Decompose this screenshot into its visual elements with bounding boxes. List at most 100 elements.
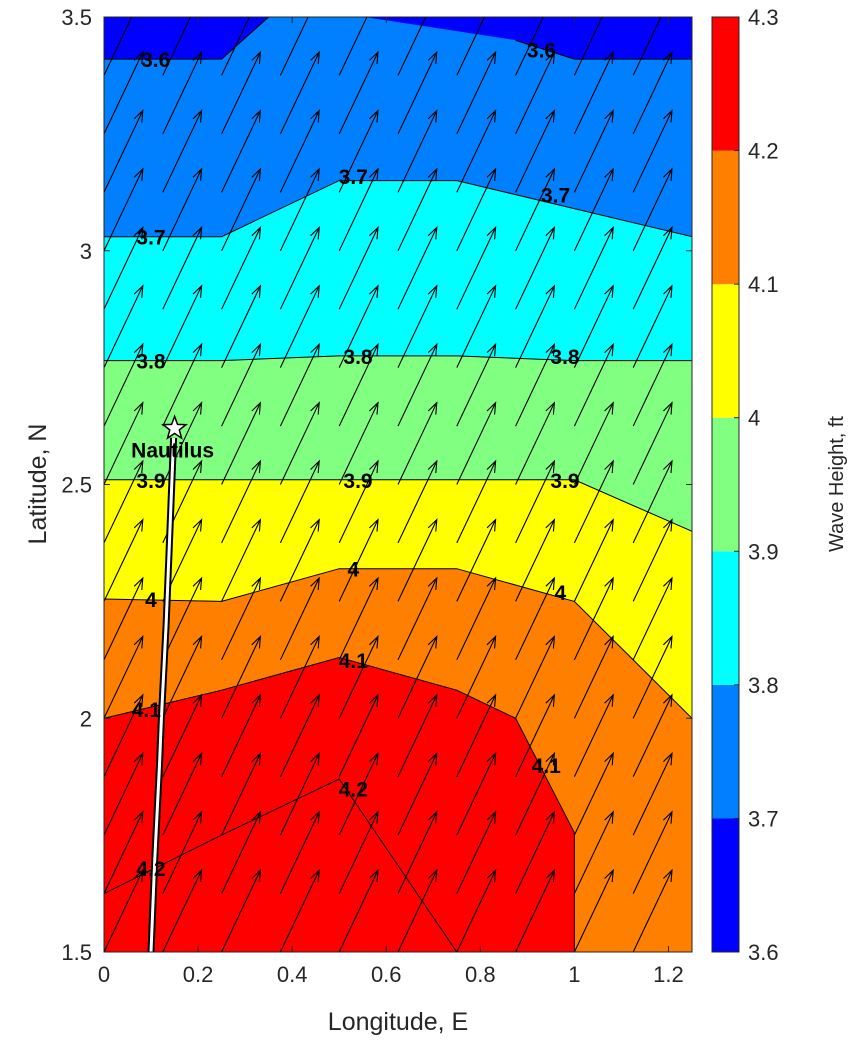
- contour-label: 3.7: [541, 185, 570, 208]
- wind-arrow: [397, 109, 438, 193]
- wind-arrow: [279, 518, 320, 602]
- wind-arrow: [221, 459, 262, 544]
- wind-arrow: [515, 225, 556, 310]
- wind-arrow: [338, 284, 379, 368]
- wind-arrow: [397, 17, 427, 76]
- wind-arrow: [279, 810, 320, 894]
- wind-arrow: [515, 401, 556, 485]
- wind-arrow: [279, 576, 320, 661]
- wind-arrow: [397, 167, 438, 252]
- wind-arrow: [162, 109, 203, 193]
- wind-arrow: [397, 284, 438, 368]
- wind-arrow: [279, 50, 320, 135]
- wind-arrow: [632, 459, 673, 544]
- wind-arrow: [397, 634, 438, 719]
- wind-arrow: [515, 167, 556, 252]
- colorbar-tick-label: 3.8: [748, 673, 779, 698]
- wind-arrow: [104, 751, 144, 836]
- wind-arrow: [338, 576, 379, 661]
- contour-label: 4.1: [132, 699, 162, 722]
- wind-arrow: [456, 693, 497, 777]
- wind-arrow: [104, 17, 133, 76]
- wind-arrow: [104, 342, 144, 427]
- wind-arrow: [456, 284, 497, 368]
- ship-track: [147, 414, 189, 952]
- wind-arrow: [456, 109, 497, 193]
- wind-arrow: [104, 284, 144, 368]
- y-tick-label: 1.5: [61, 940, 92, 965]
- wind-arrow: [573, 634, 614, 719]
- wind-arrow: [279, 284, 320, 368]
- wind-arrow: [456, 50, 497, 135]
- wind-arrow: [397, 225, 438, 310]
- wind-arrow: [338, 225, 379, 310]
- wind-arrow: [338, 810, 379, 894]
- wind-arrow: [221, 401, 262, 485]
- colorbar-tick-label: 4.2: [748, 139, 779, 164]
- colorbar-segment: [712, 684, 739, 819]
- wind-arrow: [573, 810, 614, 894]
- wind-arrow: [456, 342, 497, 427]
- contour-line: [104, 479, 692, 532]
- wind-arrow: [338, 109, 379, 193]
- colorbar-segment: [712, 284, 739, 418]
- wind-arrow: [162, 868, 203, 952]
- wind-arrow: [104, 868, 144, 952]
- wind-arrow: [338, 17, 368, 76]
- contour-label: 3.9: [136, 470, 165, 493]
- wind-arrow: [221, 109, 262, 193]
- x-tick-label: 0.6: [371, 962, 402, 987]
- wind-arrow: [104, 459, 144, 544]
- wind-arrow: [162, 751, 203, 836]
- colorbar-tick-label: 3.9: [748, 539, 779, 564]
- wind-arrow: [397, 868, 438, 952]
- wind-arrow: [573, 50, 614, 135]
- wind-arrow: [573, 401, 614, 485]
- contour-label: 3.8: [550, 346, 580, 369]
- colorbar-tick-label: 4.3: [748, 5, 779, 30]
- wind-arrow: [515, 518, 556, 602]
- contour-label: 3.9: [343, 470, 372, 493]
- wind-arrow: [221, 868, 262, 952]
- contour-label: 3.6: [527, 40, 556, 63]
- wind-arrow: [632, 401, 673, 485]
- wind-arrow: [632, 751, 673, 836]
- wind-arrow: [162, 634, 203, 719]
- x-ticks: 0 0.2 0.4 0.6 0.8 1 1.2: [98, 17, 684, 987]
- contour-lines: [104, 17, 692, 952]
- wind-arrow: [338, 342, 379, 427]
- colorbar-tick-label: 4.1: [748, 272, 779, 297]
- wind-arrow: [515, 576, 556, 661]
- wind-arrow: [221, 225, 262, 310]
- wind-arrow: [515, 751, 556, 836]
- wind-arrow: [279, 401, 320, 485]
- x-tick-label: 0.8: [465, 962, 496, 987]
- wind-arrow: [456, 518, 497, 602]
- wind-arrow: [632, 518, 673, 602]
- wind-arrow: [162, 50, 203, 135]
- wind-arrow: [104, 693, 144, 777]
- colorbar-frame: [711, 16, 740, 953]
- wind-arrow: [279, 693, 320, 777]
- wind-arrow: [456, 810, 497, 894]
- contour-label: 3.8: [136, 351, 166, 374]
- wind-arrow: [338, 401, 379, 485]
- y-tick-label: 3.5: [61, 5, 92, 30]
- wind-arrow: [221, 518, 262, 602]
- wind-arrow: [515, 284, 556, 368]
- contour-label: 3.7: [339, 166, 368, 189]
- wind-arrow: [632, 225, 673, 310]
- x-tick-label: 1: [568, 962, 580, 987]
- wind-arrow: [515, 634, 556, 719]
- ship-star-marker: [161, 414, 189, 440]
- colorbar-segment: [712, 551, 739, 685]
- colorbar-segment: [712, 417, 739, 552]
- wind-arrow: [456, 459, 497, 544]
- wind-arrow: [279, 17, 309, 76]
- wind-arrow: [221, 17, 250, 76]
- contour-label: 3.9: [550, 470, 579, 493]
- contour-line: [104, 778, 458, 952]
- wind-arrow: [632, 810, 673, 894]
- wind-arrow: [279, 868, 320, 952]
